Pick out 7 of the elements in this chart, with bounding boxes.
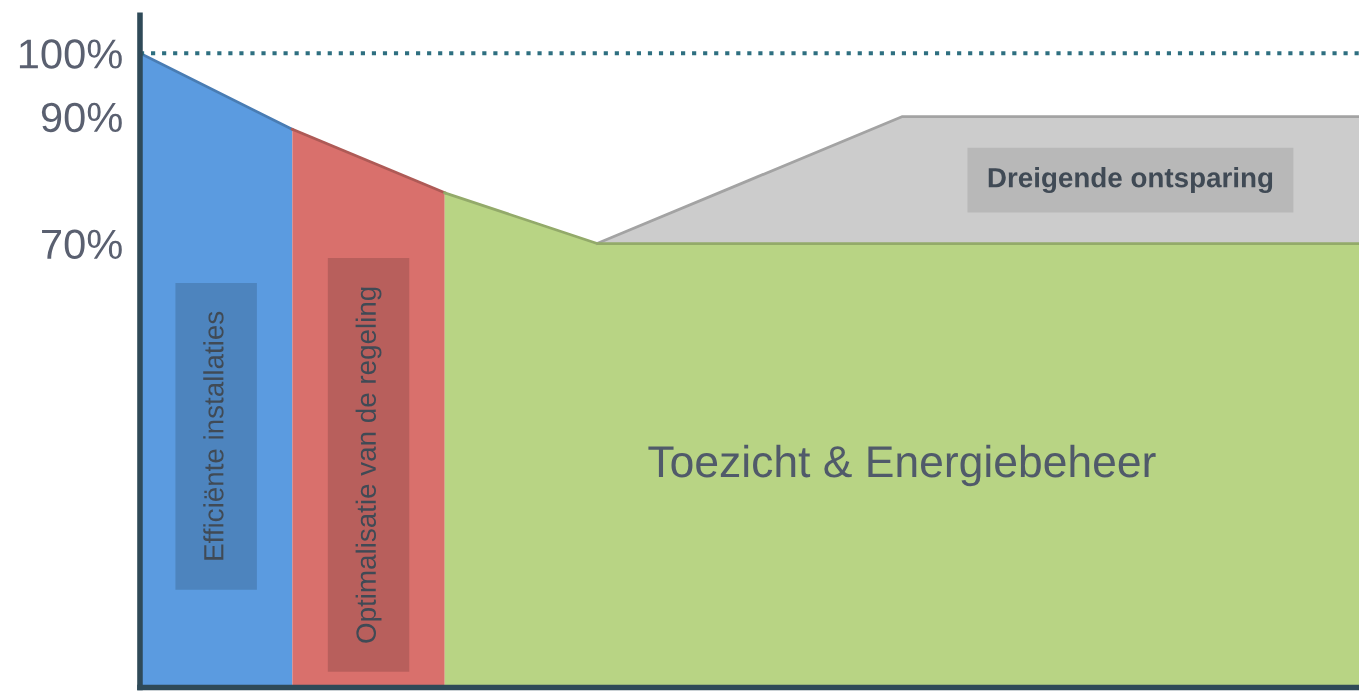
y-tick-label: 100% [19,39,122,69]
series-label: Optimalisatie van de regeling [355,287,382,643]
y-tick-label: 70% [42,229,122,260]
series-label: Toezicht & Energiebeheer [648,444,1156,487]
series-label: Dreigende ontsparing [988,167,1273,194]
series-label: Efficiënte installaties [203,311,224,560]
y-tick-label: 90% [41,102,122,133]
